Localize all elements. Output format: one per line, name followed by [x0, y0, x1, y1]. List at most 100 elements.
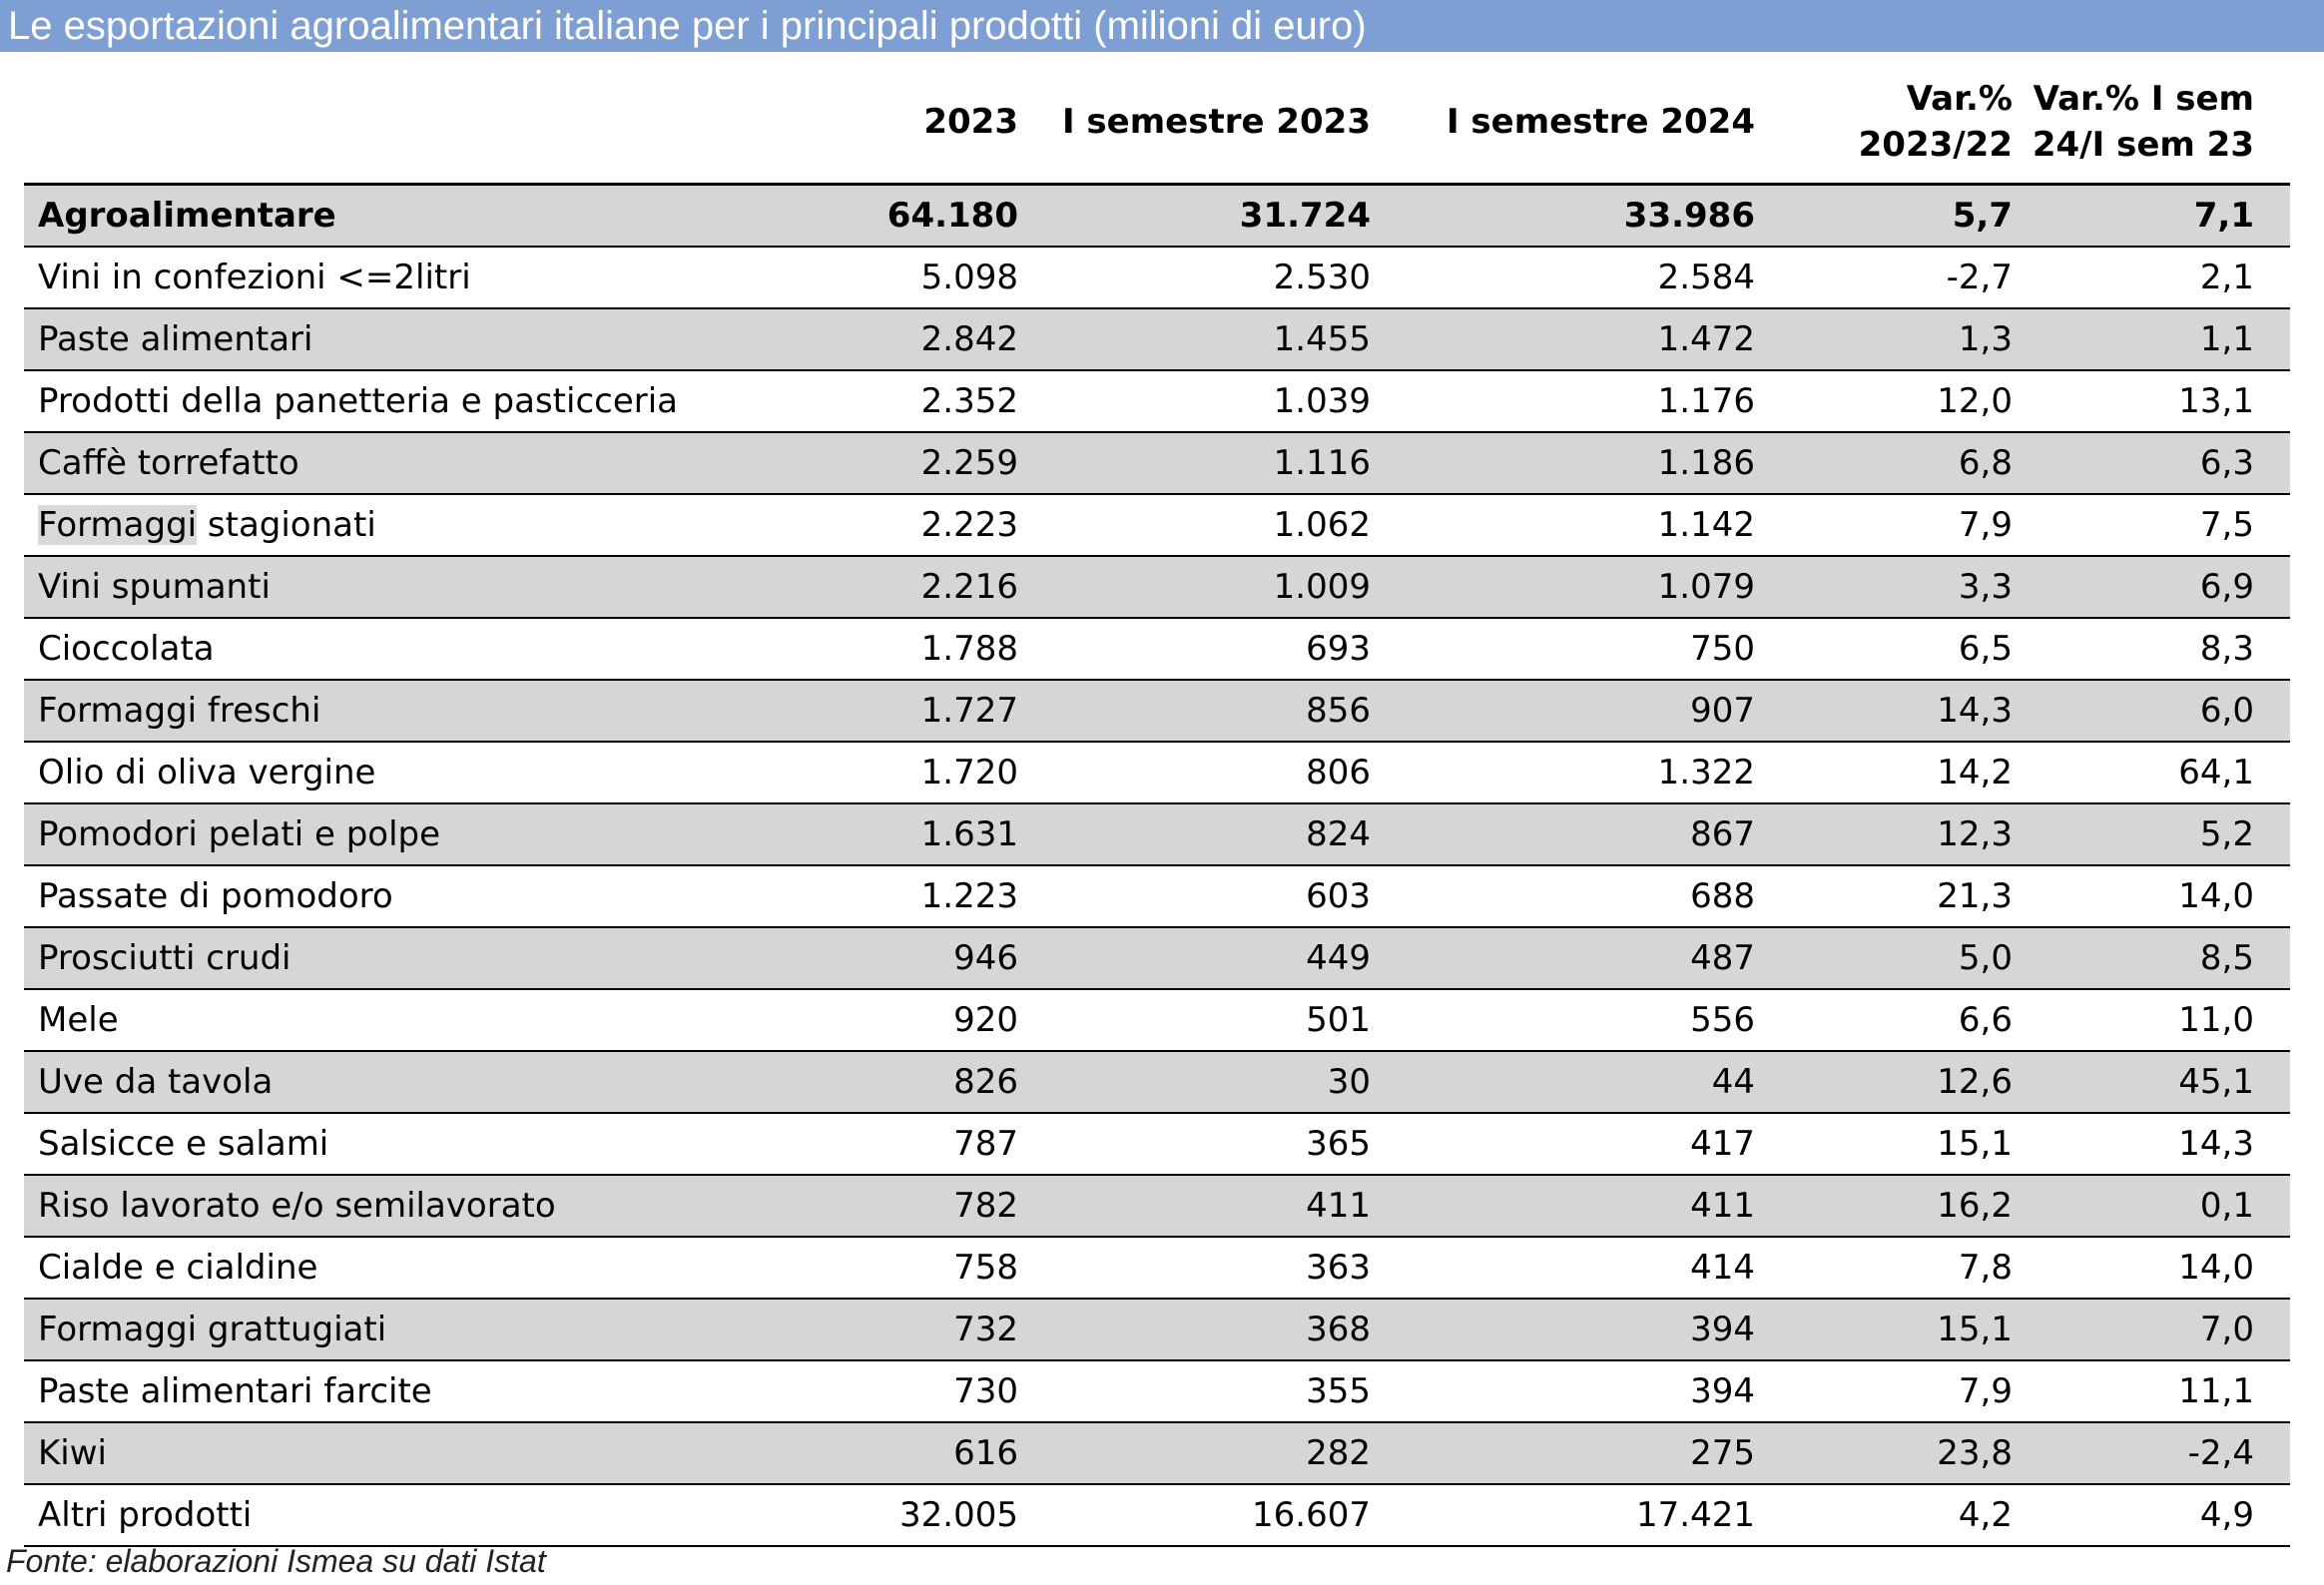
value-sem-2023: 449	[1032, 927, 1385, 990]
value-sem-2024: 17.421	[1385, 1484, 1769, 1547]
var-sem: 6,9	[2027, 556, 2290, 619]
value-sem-2024: 1.176	[1385, 370, 1769, 433]
table-row: Mele 920 501 556 6,6 11,0	[24, 989, 2290, 1052]
var-sem: 7,5	[2027, 494, 2290, 557]
value-sem-2024: 907	[1385, 680, 1769, 743]
table-title: Le esportazioni agroalimentari italiane …	[0, 0, 2324, 52]
value-2023: 5.098	[693, 247, 1032, 309]
var-2023-22: 21,3	[1769, 865, 2027, 928]
table-row: Cioccolata 1.788 693 750 6,5 8,3	[24, 618, 2290, 681]
value-sem-2023: 856	[1032, 680, 1385, 743]
var-sem: 7,1	[2027, 184, 2290, 248]
var-2023-22: 7,9	[1769, 494, 2027, 557]
table-row: Formaggi freschi 1.727 856 907 14,3 6,0	[24, 680, 2290, 743]
product-name: Formaggi grattugiati	[24, 1299, 693, 1361]
value-sem-2023: 824	[1032, 803, 1385, 866]
value-sem-2023: 363	[1032, 1237, 1385, 1300]
value-2023: 920	[693, 989, 1032, 1052]
table-row: Vini spumanti 2.216 1.009 1.079 3,3 6,9	[24, 556, 2290, 619]
product-name: Caffè torrefatto	[24, 432, 693, 495]
value-2023: 1.788	[693, 618, 1032, 681]
value-sem-2023: 355	[1032, 1360, 1385, 1423]
product-name: Cioccolata	[24, 618, 693, 681]
table-row: Agroalimentare 64.180 31.724 33.986 5,7 7,1	[24, 184, 2290, 248]
product-name: Altri prodotti	[24, 1484, 693, 1547]
product-name: Uve da tavola	[24, 1051, 693, 1114]
value-sem-2023: 603	[1032, 865, 1385, 928]
table-row: Prosciutti crudi 946 449 487 5,0 8,5	[24, 927, 2290, 990]
value-sem-2024: 867	[1385, 803, 1769, 866]
table-row: Olio di oliva vergine 1.720 806 1.322 14,2 64…	[24, 742, 2290, 804]
product-name: Passate di pomodoro	[24, 865, 693, 928]
value-sem-2023: 1.009	[1032, 556, 1385, 619]
product-name: Prodotti della panetteria e pasticceria	[24, 370, 693, 433]
var-2023-22: 23,8	[1769, 1422, 2027, 1485]
value-2023: 782	[693, 1175, 1032, 1238]
value-sem-2023: 1.116	[1032, 432, 1385, 495]
header-sem-2023: I semestre 2023	[1032, 60, 1385, 186]
var-sem: 14,0	[2027, 1237, 2290, 1300]
header-2023: 2023	[693, 60, 1032, 186]
value-2023: 2.216	[693, 556, 1032, 619]
product-name: Salsicce e salami	[24, 1113, 693, 1176]
value-2023: 616	[693, 1422, 1032, 1485]
product-name: Formaggi stagionati	[24, 494, 693, 557]
value-2023: 1.223	[693, 865, 1032, 928]
product-name: Mele	[24, 989, 693, 1052]
var-sem: 14,3	[2027, 1113, 2290, 1176]
value-sem-2023: 282	[1032, 1422, 1385, 1485]
table-row: Pomodori pelati e polpe 1.631 824 867 12,3 5,…	[24, 803, 2290, 866]
value-sem-2023: 1.039	[1032, 370, 1385, 433]
value-2023: 787	[693, 1113, 1032, 1176]
product-name: Vini in confezioni <=2litri	[24, 247, 693, 309]
var-2023-22: 12,0	[1769, 370, 2027, 433]
value-sem-2024: 556	[1385, 989, 1769, 1052]
table-row: Passate di pomodoro 1.223 603 688 21,3 14,0	[24, 865, 2290, 928]
value-2023: 2.223	[693, 494, 1032, 557]
table-row: Prodotti della panetteria e pasticceria 2…	[24, 370, 2290, 433]
table-body: Agroalimentare 64.180 31.724 33.986 5,7 7,1 Vi…	[24, 184, 2290, 1547]
value-sem-2024: 394	[1385, 1299, 1769, 1361]
var-sem: 8,3	[2027, 618, 2290, 681]
product-name: Paste alimentari	[24, 308, 693, 371]
product-name: Paste alimentari farcite	[24, 1360, 693, 1423]
var-sem: 11,1	[2027, 1360, 2290, 1423]
var-2023-22: 7,9	[1769, 1360, 2027, 1423]
export-table-container: 2023 I semestre 2023 I semestre 2024 Var…	[24, 60, 2290, 1547]
table-row: Caffè torrefatto 2.259 1.116 1.186 6,8 6,3	[24, 432, 2290, 495]
value-sem-2024: 2.584	[1385, 247, 1769, 309]
table-row: Salsicce e salami 787 365 417 15,1 14,3	[24, 1113, 2290, 1176]
var-2023-22: 12,3	[1769, 803, 2027, 866]
header-var-line2: 2023/22	[1858, 124, 2013, 165]
value-2023: 2.259	[693, 432, 1032, 495]
value-sem-2023: 806	[1032, 742, 1385, 804]
table-row: Altri prodotti 32.005 16.607 17.421 4,2 4,9	[24, 1484, 2290, 1547]
value-sem-2024: 1.079	[1385, 556, 1769, 619]
var-sem: -2,4	[2027, 1422, 2290, 1485]
var-sem: 11,0	[2027, 989, 2290, 1052]
var-2023-22: 3,3	[1769, 556, 2027, 619]
var-2023-22: 1,3	[1769, 308, 2027, 371]
var-2023-22: 4,2	[1769, 1484, 2027, 1547]
value-sem-2023: 693	[1032, 618, 1385, 681]
value-sem-2024: 1.322	[1385, 742, 1769, 804]
value-2023: 2.842	[693, 308, 1032, 371]
value-sem-2024: 44	[1385, 1051, 1769, 1114]
table-row: Kiwi 616 282 275 23,8 -2,4	[24, 1422, 2290, 1485]
value-2023: 1.720	[693, 742, 1032, 804]
value-sem-2023: 1.455	[1032, 308, 1385, 371]
product-name: Cialde e cialdine	[24, 1237, 693, 1300]
table-row: Cialde e cialdine 758 363 414 7,8 14,0	[24, 1237, 2290, 1300]
var-sem: 2,1	[2027, 247, 2290, 309]
var-2023-22: 12,6	[1769, 1051, 2027, 1114]
value-sem-2023: 365	[1032, 1113, 1385, 1176]
value-sem-2024: 750	[1385, 618, 1769, 681]
value-sem-2024: 33.986	[1385, 184, 1769, 248]
var-2023-22: 5,0	[1769, 927, 2027, 990]
var-2023-22: 6,8	[1769, 432, 2027, 495]
var-2023-22: 6,5	[1769, 618, 2027, 681]
var-sem: 64,1	[2027, 742, 2290, 804]
value-2023: 730	[693, 1360, 1032, 1423]
highlighted-word: Formaggi	[38, 505, 198, 545]
var-sem: 5,2	[2027, 803, 2290, 866]
